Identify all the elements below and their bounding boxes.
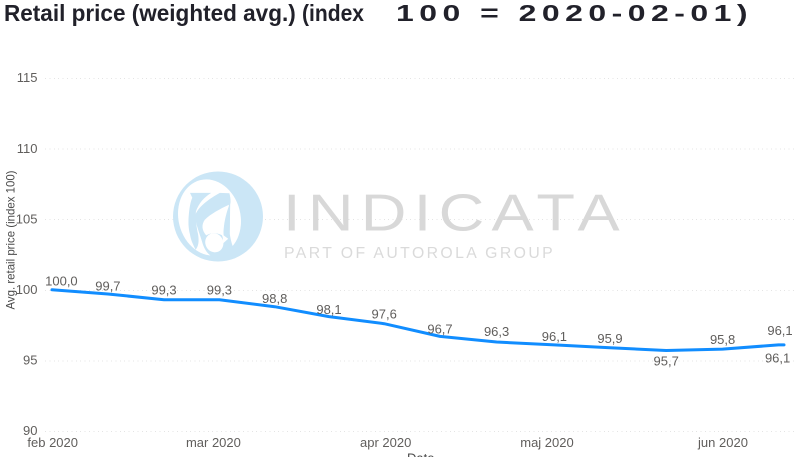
svg-text:Avg. retail price (index 100): Avg. retail price (index 100) bbox=[4, 171, 18, 310]
svg-text:105: 105 bbox=[16, 211, 38, 226]
svg-text:98,8: 98,8 bbox=[262, 291, 287, 306]
svg-text:INDICATA: INDICATA bbox=[283, 185, 627, 243]
svg-text:95,7: 95,7 bbox=[654, 353, 679, 368]
svg-text:96,1: 96,1 bbox=[767, 323, 792, 338]
svg-text:96,3: 96,3 bbox=[484, 324, 509, 339]
svg-text:PART OF AUTOROLA GROUP: PART OF AUTOROLA GROUP bbox=[284, 245, 555, 262]
svg-text:mar 2020: mar 2020 bbox=[186, 435, 241, 450]
svg-text:jun 2020: jun 2020 bbox=[697, 435, 748, 450]
svg-text:98,1: 98,1 bbox=[316, 302, 341, 317]
svg-text:maj 2020: maj 2020 bbox=[520, 435, 573, 450]
svg-text:apr 2020: apr 2020 bbox=[360, 435, 411, 450]
svg-text:115: 115 bbox=[17, 70, 38, 85]
svg-text:Date: Date bbox=[407, 451, 434, 457]
svg-text:95,9: 95,9 bbox=[597, 331, 622, 346]
svg-text:99,3: 99,3 bbox=[207, 283, 232, 298]
svg-text:99,3: 99,3 bbox=[151, 283, 176, 298]
svg-text:100: 100 bbox=[16, 282, 38, 297]
svg-text:110: 110 bbox=[17, 141, 38, 156]
svg-text:99,7: 99,7 bbox=[95, 278, 120, 293]
svg-text:96,1: 96,1 bbox=[542, 329, 567, 344]
svg-text:90: 90 bbox=[23, 423, 37, 438]
svg-text:97,6: 97,6 bbox=[372, 307, 397, 322]
svg-text:96,1: 96,1 bbox=[765, 351, 790, 366]
svg-text:feb 2020: feb 2020 bbox=[27, 435, 78, 450]
svg-text:95,8: 95,8 bbox=[710, 332, 735, 347]
svg-text:96,7: 96,7 bbox=[427, 322, 452, 337]
svg-text:100,0: 100,0 bbox=[45, 273, 78, 288]
svg-text:Retail price (weighted avg.) (: Retail price (weighted avg.) (index 100 =… bbox=[4, 0, 753, 26]
svg-text:95: 95 bbox=[23, 353, 37, 368]
